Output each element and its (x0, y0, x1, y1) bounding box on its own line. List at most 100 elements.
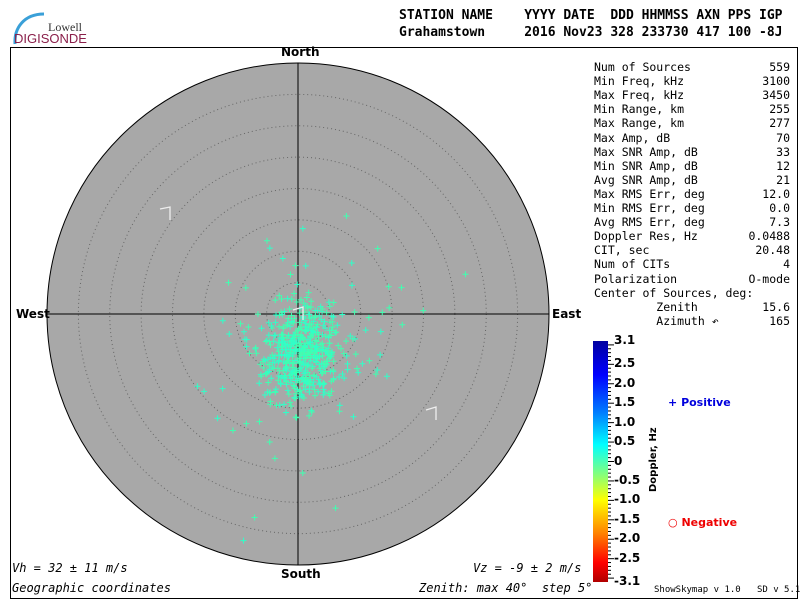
skymap (46, 62, 550, 566)
source-point (241, 336, 248, 343)
stat-row: Min Range, km 255 (594, 102, 790, 116)
source-point (306, 385, 313, 392)
source-point (292, 395, 299, 402)
source-point (280, 325, 287, 332)
source-point (287, 368, 294, 375)
stat-row: Min RMS Err, deg 0.0 (594, 201, 790, 215)
source-point (333, 329, 340, 336)
stat-label: Min RMS Err, deg (594, 201, 705, 215)
source-point (377, 328, 384, 335)
source-point (302, 355, 309, 362)
source-point (336, 373, 343, 380)
angle-marker-icon (292, 306, 304, 320)
source-point (270, 355, 277, 362)
source-point (311, 386, 318, 393)
source-point (243, 343, 250, 350)
colorbar-tick-label: 0 (614, 453, 623, 468)
source-point (325, 345, 332, 352)
source-point (398, 284, 405, 291)
stat-row: CIT, sec 20.48 (594, 243, 790, 257)
source-point (320, 391, 327, 398)
source-point (319, 305, 326, 312)
source-point (292, 414, 299, 421)
angle-marker-icon (425, 406, 437, 420)
source-point (237, 320, 244, 327)
source-point (341, 375, 348, 382)
angle-marker-icon (159, 206, 171, 220)
logo-arc-icon (13, 12, 45, 45)
source-point (336, 408, 343, 415)
source-point (310, 329, 317, 336)
source-point (305, 311, 312, 318)
source-point (321, 318, 328, 325)
source-point (272, 332, 279, 339)
source-point (322, 333, 329, 340)
source-point (330, 376, 337, 383)
stat-value: 20.48 (755, 243, 790, 258)
source-point (253, 350, 260, 357)
plus-icon: + (668, 396, 678, 409)
source-point (293, 343, 300, 350)
source-point (301, 370, 308, 377)
source-point (325, 334, 332, 341)
source-point (314, 307, 321, 314)
source-point (312, 344, 319, 351)
source-point (266, 245, 273, 252)
stat-label: Min SNR Amp, dB (594, 158, 698, 173)
source-point (309, 332, 316, 339)
source-point (312, 392, 319, 399)
source-point (315, 388, 322, 395)
source-point (315, 331, 322, 338)
colorbar-tick-label: 0.5 (614, 434, 636, 449)
source-point (266, 439, 273, 446)
source-point (327, 319, 334, 326)
stat-label: Doppler Res, Hz (594, 229, 698, 244)
source-point (297, 387, 304, 394)
source-point (303, 294, 310, 301)
logo-digisonde: DIGISONDE (14, 31, 87, 46)
source-point (302, 386, 309, 393)
source-point (316, 353, 323, 360)
source-point (330, 358, 337, 365)
source-point (359, 360, 366, 367)
colorbar-tick-label: -0.5 (614, 472, 641, 487)
source-point (300, 361, 307, 368)
source-point (270, 365, 277, 372)
stat-label: Avg SNR Amp, dB (594, 172, 698, 187)
source-point (372, 371, 379, 378)
legend-negative-label: Negative (681, 516, 738, 529)
source-point (293, 414, 300, 421)
source-point (292, 369, 299, 376)
source-point (319, 340, 326, 347)
source-point (386, 304, 393, 311)
stat-value: 3450 (762, 88, 790, 103)
source-point (194, 383, 201, 390)
source-point (284, 322, 291, 329)
source-point (329, 323, 336, 330)
source-point (201, 388, 208, 395)
source-point (320, 363, 327, 370)
source-point (343, 338, 350, 345)
source-point (420, 307, 427, 314)
stat-row: Min Freq, kHz 3100 (594, 74, 790, 88)
source-point (279, 255, 286, 262)
source-point (290, 360, 297, 367)
source-point (299, 334, 306, 341)
source-point (352, 351, 359, 358)
stat-label: Num of Sources (594, 60, 691, 74)
source-point (267, 389, 274, 396)
source-point (296, 360, 303, 367)
source-point (318, 370, 325, 377)
source-point (229, 427, 236, 434)
source-point (326, 331, 333, 338)
source-point (297, 296, 304, 303)
colorbar-tick-label: 1.0 (614, 414, 636, 429)
source-point (462, 271, 469, 278)
source-point (328, 327, 335, 334)
stat-label: Max SNR Amp, dB (594, 144, 698, 159)
source-point (287, 399, 293, 406)
stat-label: CIT, sec (594, 243, 650, 258)
stat-row: Avg RMS Err, deg 7.3 (594, 215, 790, 229)
source-point (282, 365, 289, 372)
source-point (272, 389, 279, 396)
